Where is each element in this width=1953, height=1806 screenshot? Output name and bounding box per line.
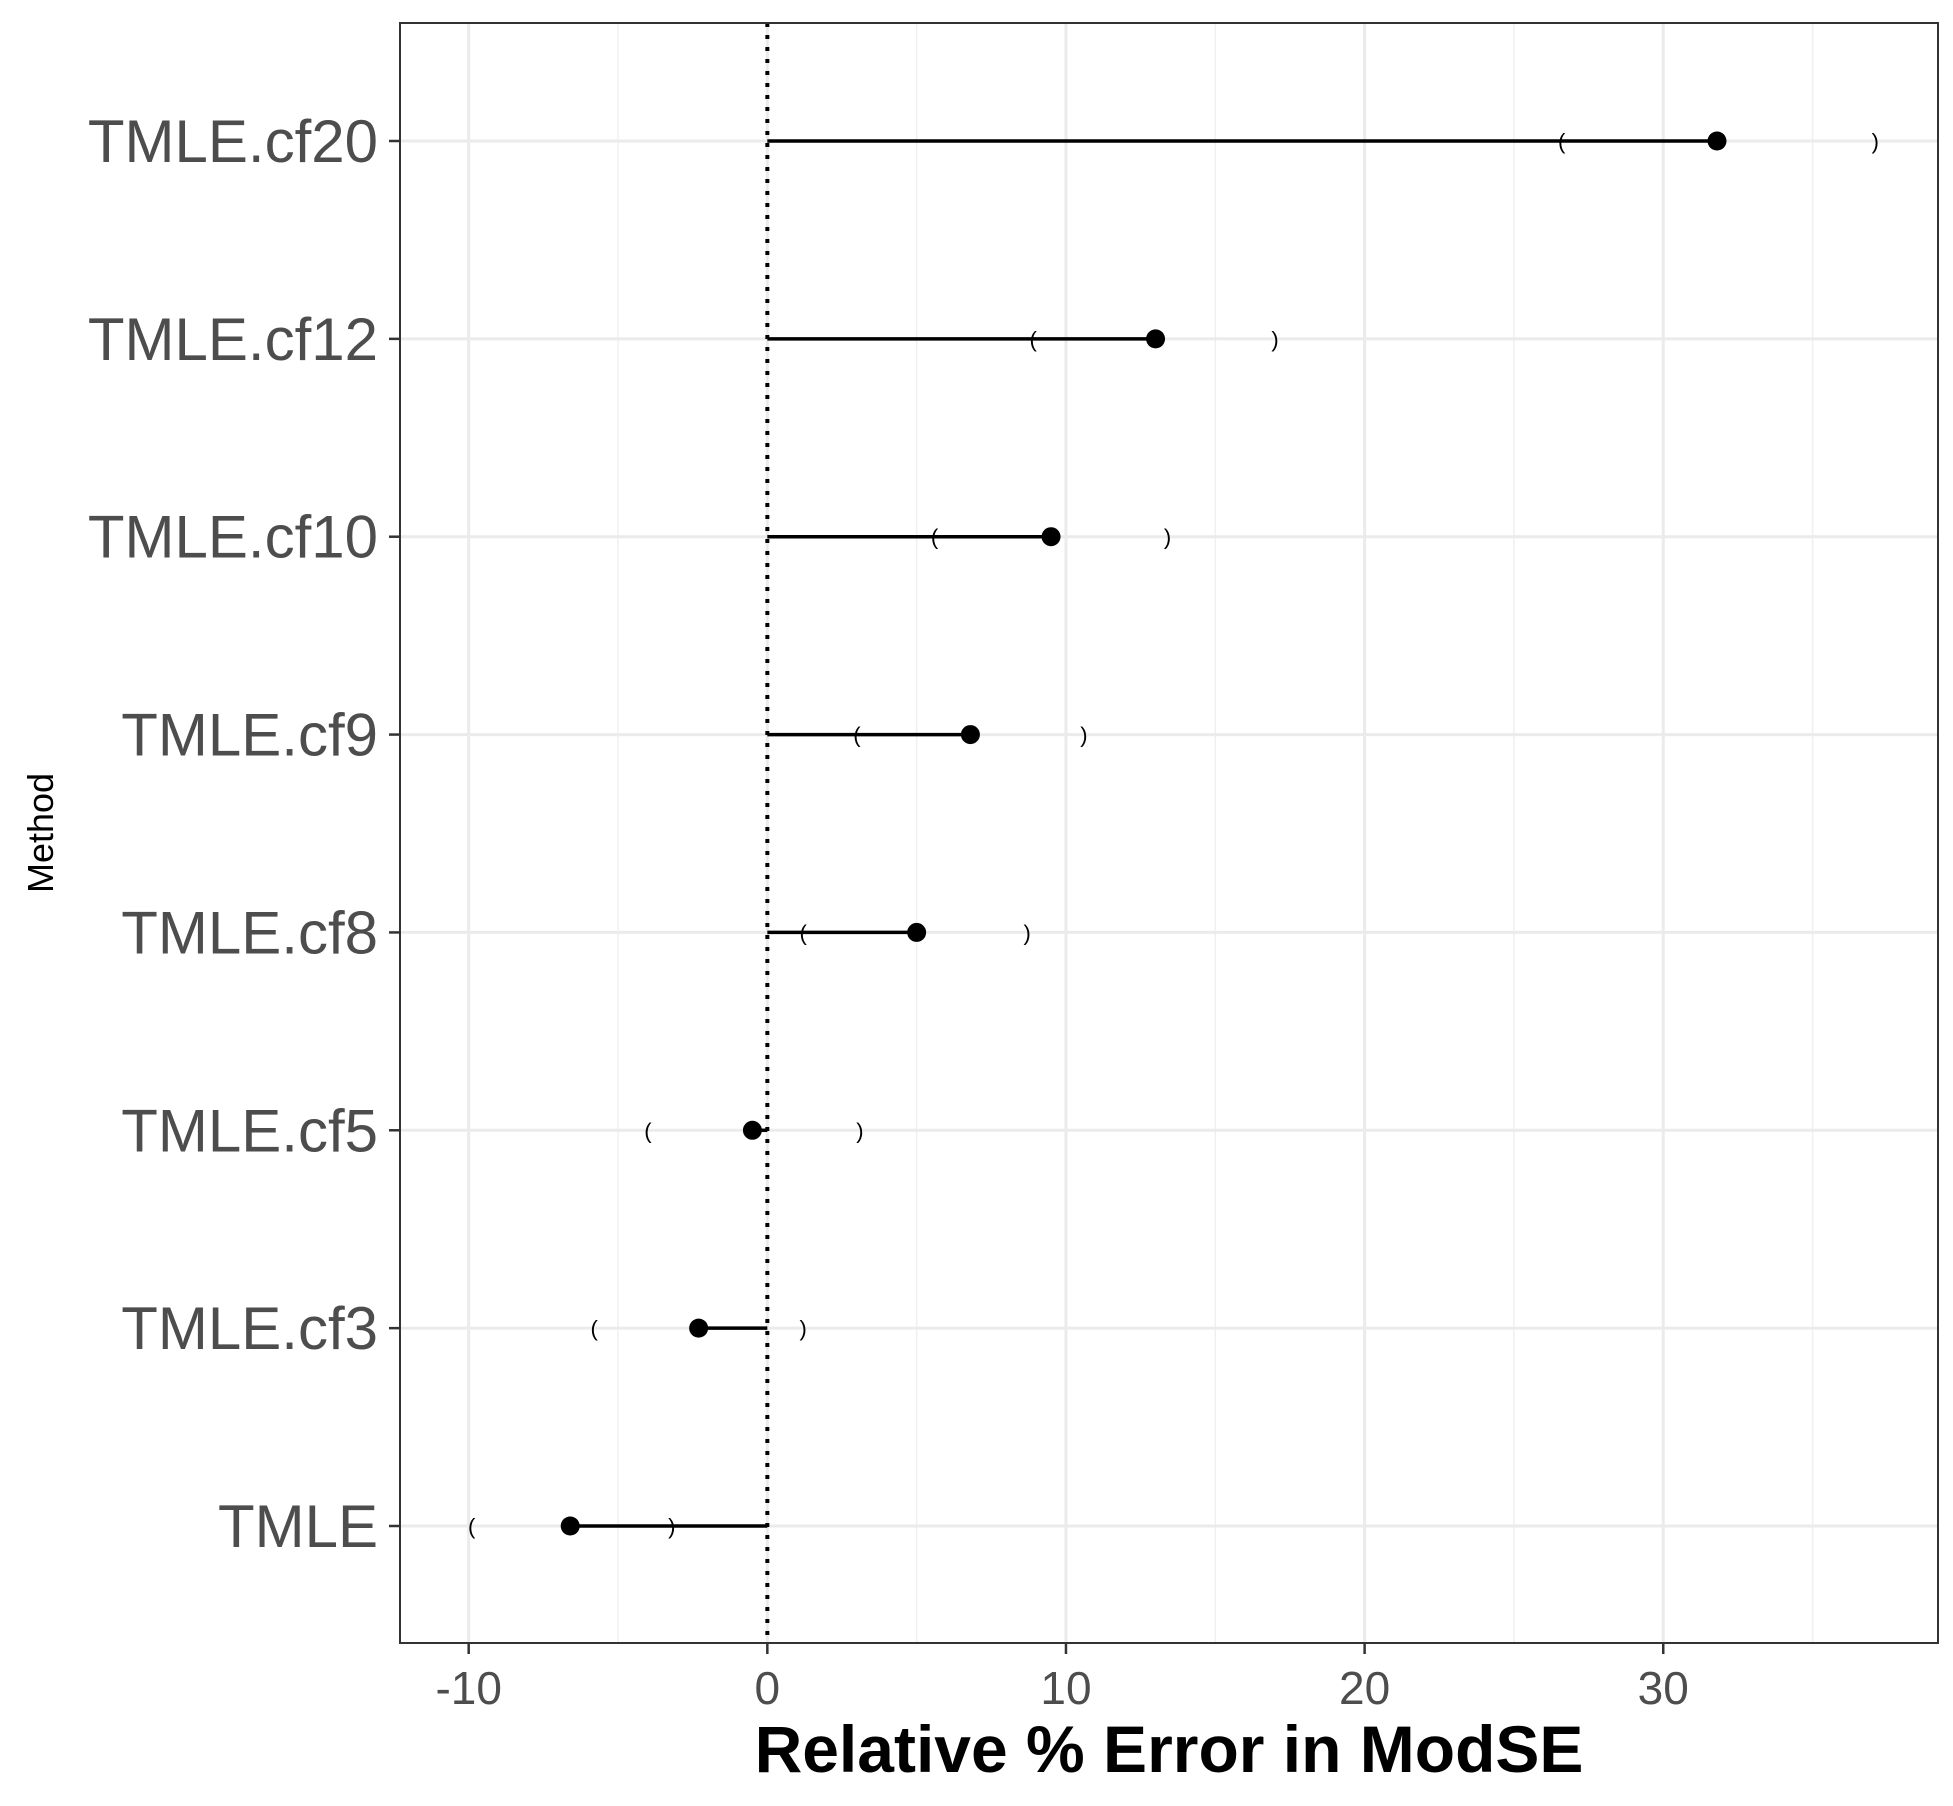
x-axis-title: Relative % Error in ModSE <box>755 1712 1584 1786</box>
ci-lower-marker: ( <box>590 1316 598 1341</box>
ci-lower-marker: ( <box>644 1118 652 1143</box>
x-tick-label: 20 <box>1339 1662 1390 1714</box>
ci-upper-marker: ) <box>668 1514 675 1539</box>
plot-panel <box>400 23 1938 1643</box>
estimate-point <box>1707 131 1727 151</box>
x-tick-label: 0 <box>755 1662 781 1714</box>
ci-upper-marker: ) <box>1023 920 1030 945</box>
y-tick-label: TMLE.cf8 <box>121 899 378 966</box>
ci-lower-marker: ( <box>931 525 939 550</box>
estimate-point <box>1041 527 1061 547</box>
y-tick-label: TMLE.cf20 <box>88 108 378 175</box>
ci-upper-marker: ) <box>800 1316 807 1341</box>
x-axis: -10 0 10 20 30 <box>435 1643 1689 1714</box>
ci-upper-marker: ) <box>1872 129 1879 154</box>
stems-layer <box>570 139 1718 1528</box>
ci-markers-layer: () () () () () () () () <box>468 129 1879 1539</box>
y-tick-label: TMLE.cf5 <box>121 1097 378 1164</box>
ci-lower-marker: ( <box>1029 327 1037 352</box>
ci-lower-marker: ( <box>853 723 861 748</box>
plot-border <box>399 22 1939 1644</box>
y-tick-label: TMLE.cf9 <box>121 702 378 769</box>
y-tick-label: TMLE.cf10 <box>88 504 378 571</box>
estimate-point <box>742 1120 762 1140</box>
estimate-point <box>960 725 980 745</box>
estimate-point <box>1146 329 1166 349</box>
y-axis: TMLE.cf20 TMLE.cf12 TMLE.cf10 TMLE.cf9 TMLE.… <box>88 108 400 1560</box>
estimate-point <box>560 1516 580 1536</box>
ci-upper-marker: ) <box>1164 525 1171 550</box>
y-axis-title: Method <box>20 773 61 893</box>
estimate-point <box>907 922 927 942</box>
points-layer <box>560 131 1727 1536</box>
estimate-point <box>689 1318 709 1338</box>
ci-lower-marker: ( <box>468 1514 476 1539</box>
ci-lower-marker: ( <box>1558 129 1566 154</box>
x-tick-label: 10 <box>1040 1662 1091 1714</box>
ci-upper-marker: ) <box>856 1118 863 1143</box>
ci-upper-marker: ) <box>1080 723 1087 748</box>
x-tick-label: 30 <box>1638 1662 1689 1714</box>
x-tick-label: -10 <box>435 1662 501 1714</box>
y-tick-label: TMLE.cf3 <box>121 1295 378 1362</box>
y-tick-label: TMLE.cf12 <box>88 306 378 373</box>
ci-upper-marker: ) <box>1271 327 1278 352</box>
y-tick-label: TMLE <box>218 1493 378 1560</box>
ci-lower-marker: ( <box>800 920 808 945</box>
